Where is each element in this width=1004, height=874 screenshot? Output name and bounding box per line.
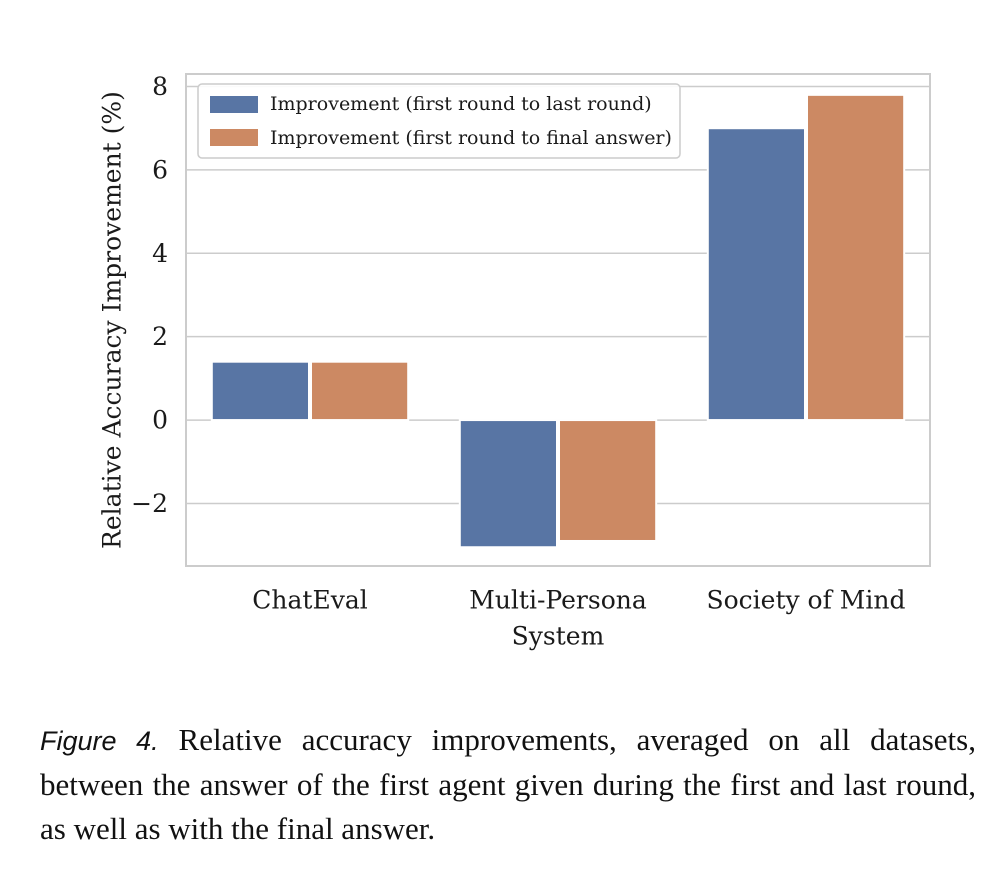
- x-tick-label: System: [512, 622, 605, 651]
- x-tick-label: Society of Mind: [706, 586, 905, 615]
- y-tick-label: 4: [152, 239, 168, 268]
- caption-figure-number: Figure 4.: [40, 726, 159, 756]
- x-tick-labels: ChatEval Multi-Persona System Society of Mi…: [252, 586, 905, 651]
- x-tick-label: ChatEval: [252, 586, 367, 615]
- plot-frame: [185, 73, 931, 567]
- x-tick-label: Multi-Persona: [469, 586, 647, 615]
- bars: [210, 93, 906, 549]
- figure: −2 0 2 4 6 8 ChatEval Multi-Persona System Socie…: [98, 72, 931, 651]
- legend-box: [197, 83, 681, 159]
- bar-series-2-category-3: [806, 93, 906, 422]
- y-tick-labels: −2 0 2 4 6 8: [131, 72, 168, 518]
- bar-series-1-category-2: [458, 419, 558, 549]
- bar-chart: −2 0 2 4 6 8 ChatEval Multi-Persona System Socie…: [98, 72, 931, 651]
- y-axis-label: Relative Accuracy Improvement (%): [98, 91, 127, 549]
- legend: Improvement (first round to last round) …: [197, 83, 681, 159]
- y-tick-label: 8: [152, 72, 168, 101]
- bar-series-1-category-1: [210, 360, 310, 422]
- y-tick-label: −2: [131, 489, 168, 518]
- legend-swatch-series-1: [210, 96, 258, 113]
- figure-caption: Figure 4. Relative accuracy improvements…: [40, 718, 976, 851]
- legend-swatch-series-2: [210, 129, 258, 146]
- legend-label-series-1: Improvement (first round to last round): [270, 93, 652, 115]
- bar-series-2-category-2: [558, 419, 658, 542]
- y-tick-label: 6: [152, 155, 168, 184]
- bar-series-1-category-3: [706, 127, 806, 422]
- legend-label-series-2: Improvement (first round to final answer…: [270, 127, 672, 149]
- caption-text: Relative accuracy improvements, averaged…: [40, 722, 976, 846]
- y-tick-label: 2: [152, 322, 168, 351]
- y-tick-label: 0: [152, 406, 168, 435]
- bar-series-2-category-1: [310, 360, 410, 422]
